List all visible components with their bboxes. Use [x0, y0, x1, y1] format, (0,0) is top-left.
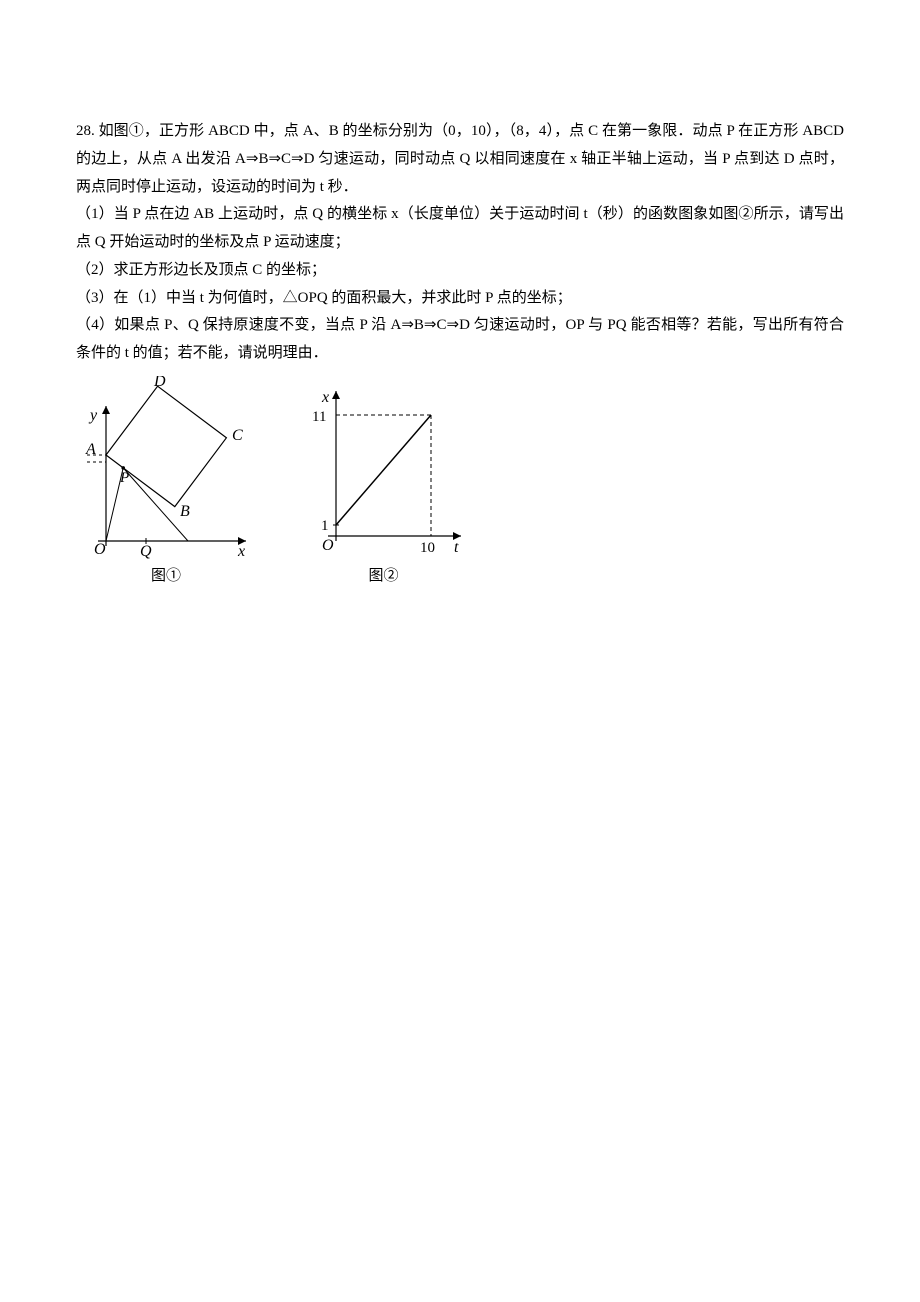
fig1-label-C: C [232, 427, 243, 444]
question-1: （1）当 P 点在边 AB 上运动时，点 Q 的横坐标 x（长度单位）关于运动时… [76, 201, 844, 257]
figure-2-caption: 图② [368, 563, 398, 591]
fig2-label-t: t [454, 539, 459, 556]
problem-intro: 28. 如图①，正方形 ABCD 中，点 A、B 的坐标分别为（0，10），（8… [76, 118, 844, 201]
figure-2-svg: O t x 1 11 10 [296, 376, 471, 561]
question-4: （4）如果点 P、Q 保持原速度不变，当点 P 沿 A⇒B⇒C⇒D 匀速运动时，… [76, 312, 844, 368]
fig2-label-O: O [322, 537, 334, 554]
fig1-label-D: D [153, 376, 166, 390]
question-3: （3）在（1）中当 t 为何值时，△OPQ 的面积最大，并求此时 P 点的坐标； [76, 285, 844, 313]
fig1-label-A: A [85, 441, 96, 458]
fig1-label-B: B [180, 503, 190, 520]
figure-1-caption: 图① [151, 563, 181, 591]
question-2: （2）求正方形边长及顶点 C 的坐标； [76, 257, 844, 285]
fig1-label-O: O [94, 541, 106, 558]
fig2-tick-11: 11 [312, 409, 326, 425]
figures-row: O x y A B C D P Q 图① [76, 376, 844, 591]
fig2-tick-10: 10 [420, 540, 435, 556]
fig1-label-P: P [119, 470, 129, 486]
fig1-label-Q: Q [140, 543, 152, 560]
problem-text: 28. 如图①，正方形 ABCD 中，点 A、B 的坐标分别为（0，10），（8… [76, 118, 844, 368]
figure-1-block: O x y A B C D P Q 图① [76, 376, 256, 591]
figure-2-block: O t x 1 11 10 图② [296, 376, 471, 591]
figure-1-svg: O x y A B C D P Q [76, 376, 256, 561]
fig1-label-y: y [88, 407, 98, 424]
fig2-label-x: x [321, 389, 329, 406]
fig2-tick-1: 1 [321, 518, 329, 534]
problem-number: 28. [76, 123, 95, 139]
fig1-label-x: x [237, 543, 245, 560]
